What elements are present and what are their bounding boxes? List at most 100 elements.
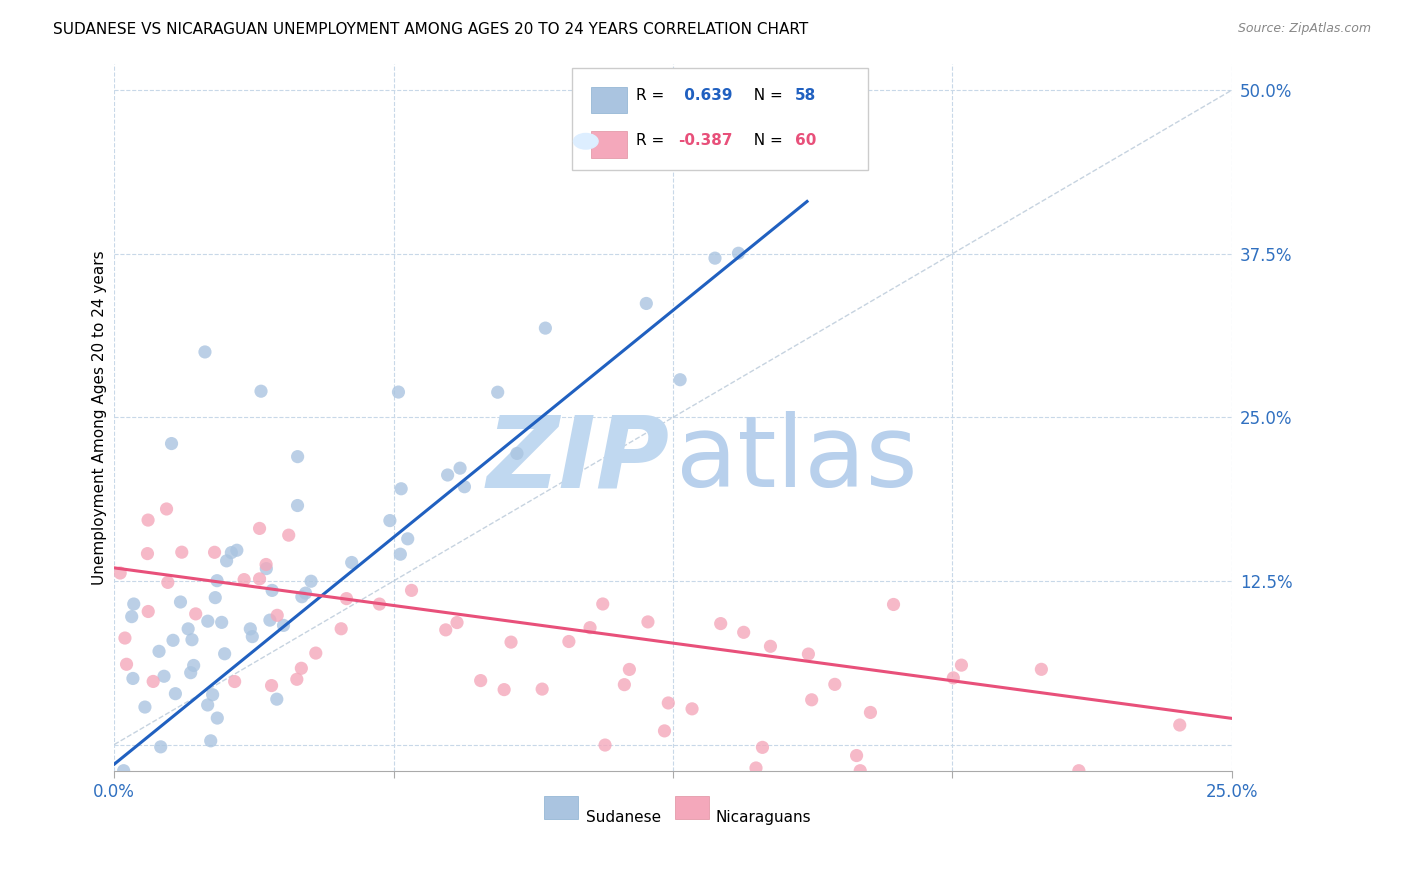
Point xyxy=(215,554,238,568)
Point xyxy=(800,693,823,707)
Point xyxy=(153,669,176,683)
FancyBboxPatch shape xyxy=(592,87,627,113)
Point xyxy=(759,640,782,654)
Point xyxy=(142,674,165,689)
Text: ZIP: ZIP xyxy=(486,411,669,508)
Point xyxy=(266,608,288,623)
Point xyxy=(266,692,288,706)
Point xyxy=(449,461,471,475)
Point xyxy=(859,706,882,720)
Point xyxy=(114,631,136,645)
Point xyxy=(184,607,207,621)
Point xyxy=(207,711,229,725)
Y-axis label: Unemployment Among Ages 20 to 24 years: Unemployment Among Ages 20 to 24 years xyxy=(93,250,107,584)
Point xyxy=(849,764,872,778)
Point xyxy=(396,532,419,546)
Point xyxy=(205,574,228,588)
Point xyxy=(340,556,363,570)
Point xyxy=(273,618,295,632)
Point xyxy=(180,665,202,680)
Point xyxy=(221,546,243,560)
Point xyxy=(204,591,226,605)
Point xyxy=(1168,718,1191,732)
Point xyxy=(165,687,187,701)
Point xyxy=(335,591,357,606)
Point xyxy=(592,597,614,611)
Point xyxy=(122,597,145,611)
Point xyxy=(745,761,768,775)
Text: R =: R = xyxy=(636,133,669,148)
Text: -0.387: -0.387 xyxy=(679,133,733,148)
Point xyxy=(240,630,263,644)
Point xyxy=(287,499,309,513)
Point xyxy=(305,646,328,660)
Point xyxy=(436,468,458,483)
Point xyxy=(211,615,233,630)
Point xyxy=(1067,764,1090,778)
Point xyxy=(797,647,820,661)
Point xyxy=(149,739,172,754)
Text: 0.639: 0.639 xyxy=(679,88,733,103)
Point xyxy=(470,673,492,688)
Point xyxy=(183,658,205,673)
Point xyxy=(112,764,135,778)
Point xyxy=(681,702,703,716)
Point xyxy=(290,661,312,675)
FancyBboxPatch shape xyxy=(592,131,627,158)
Point xyxy=(262,583,284,598)
Point xyxy=(824,677,846,691)
Point xyxy=(160,436,183,450)
Point xyxy=(942,671,965,685)
Point xyxy=(733,625,755,640)
Point xyxy=(378,514,401,528)
Point xyxy=(619,662,641,676)
Text: 58: 58 xyxy=(794,88,815,103)
Text: atlas: atlas xyxy=(676,411,918,508)
Text: N =: N = xyxy=(744,133,789,148)
FancyBboxPatch shape xyxy=(572,68,869,170)
FancyBboxPatch shape xyxy=(544,797,578,819)
Point xyxy=(446,615,468,630)
Point xyxy=(177,622,200,636)
Point xyxy=(254,561,277,575)
Point xyxy=(950,658,973,673)
Point xyxy=(558,634,581,648)
Point xyxy=(260,679,283,693)
Point xyxy=(486,385,509,400)
Point xyxy=(727,246,749,260)
Point xyxy=(201,688,224,702)
Point xyxy=(845,748,868,763)
Point xyxy=(115,657,138,672)
Point xyxy=(169,595,191,609)
Point xyxy=(636,296,658,310)
Point xyxy=(225,543,247,558)
Point xyxy=(751,740,773,755)
Point xyxy=(162,633,184,648)
Text: R =: R = xyxy=(636,88,669,103)
Point xyxy=(613,678,636,692)
Point xyxy=(200,734,222,748)
Point xyxy=(494,682,516,697)
Point xyxy=(259,613,281,627)
Point xyxy=(197,698,219,712)
Circle shape xyxy=(574,134,598,149)
Point xyxy=(657,696,679,710)
Point xyxy=(239,622,262,636)
Point xyxy=(1031,662,1053,676)
Point xyxy=(669,373,692,387)
Point xyxy=(330,622,353,636)
Point xyxy=(214,647,236,661)
Point xyxy=(389,547,412,561)
Point xyxy=(249,521,271,535)
Point xyxy=(883,598,905,612)
Point xyxy=(499,635,522,649)
Point xyxy=(368,597,391,611)
Point xyxy=(155,502,177,516)
Point xyxy=(250,384,273,399)
Point xyxy=(579,621,602,635)
Point xyxy=(534,321,557,335)
Point xyxy=(506,446,529,460)
Point xyxy=(710,616,733,631)
Point xyxy=(170,545,193,559)
Point xyxy=(434,623,457,637)
